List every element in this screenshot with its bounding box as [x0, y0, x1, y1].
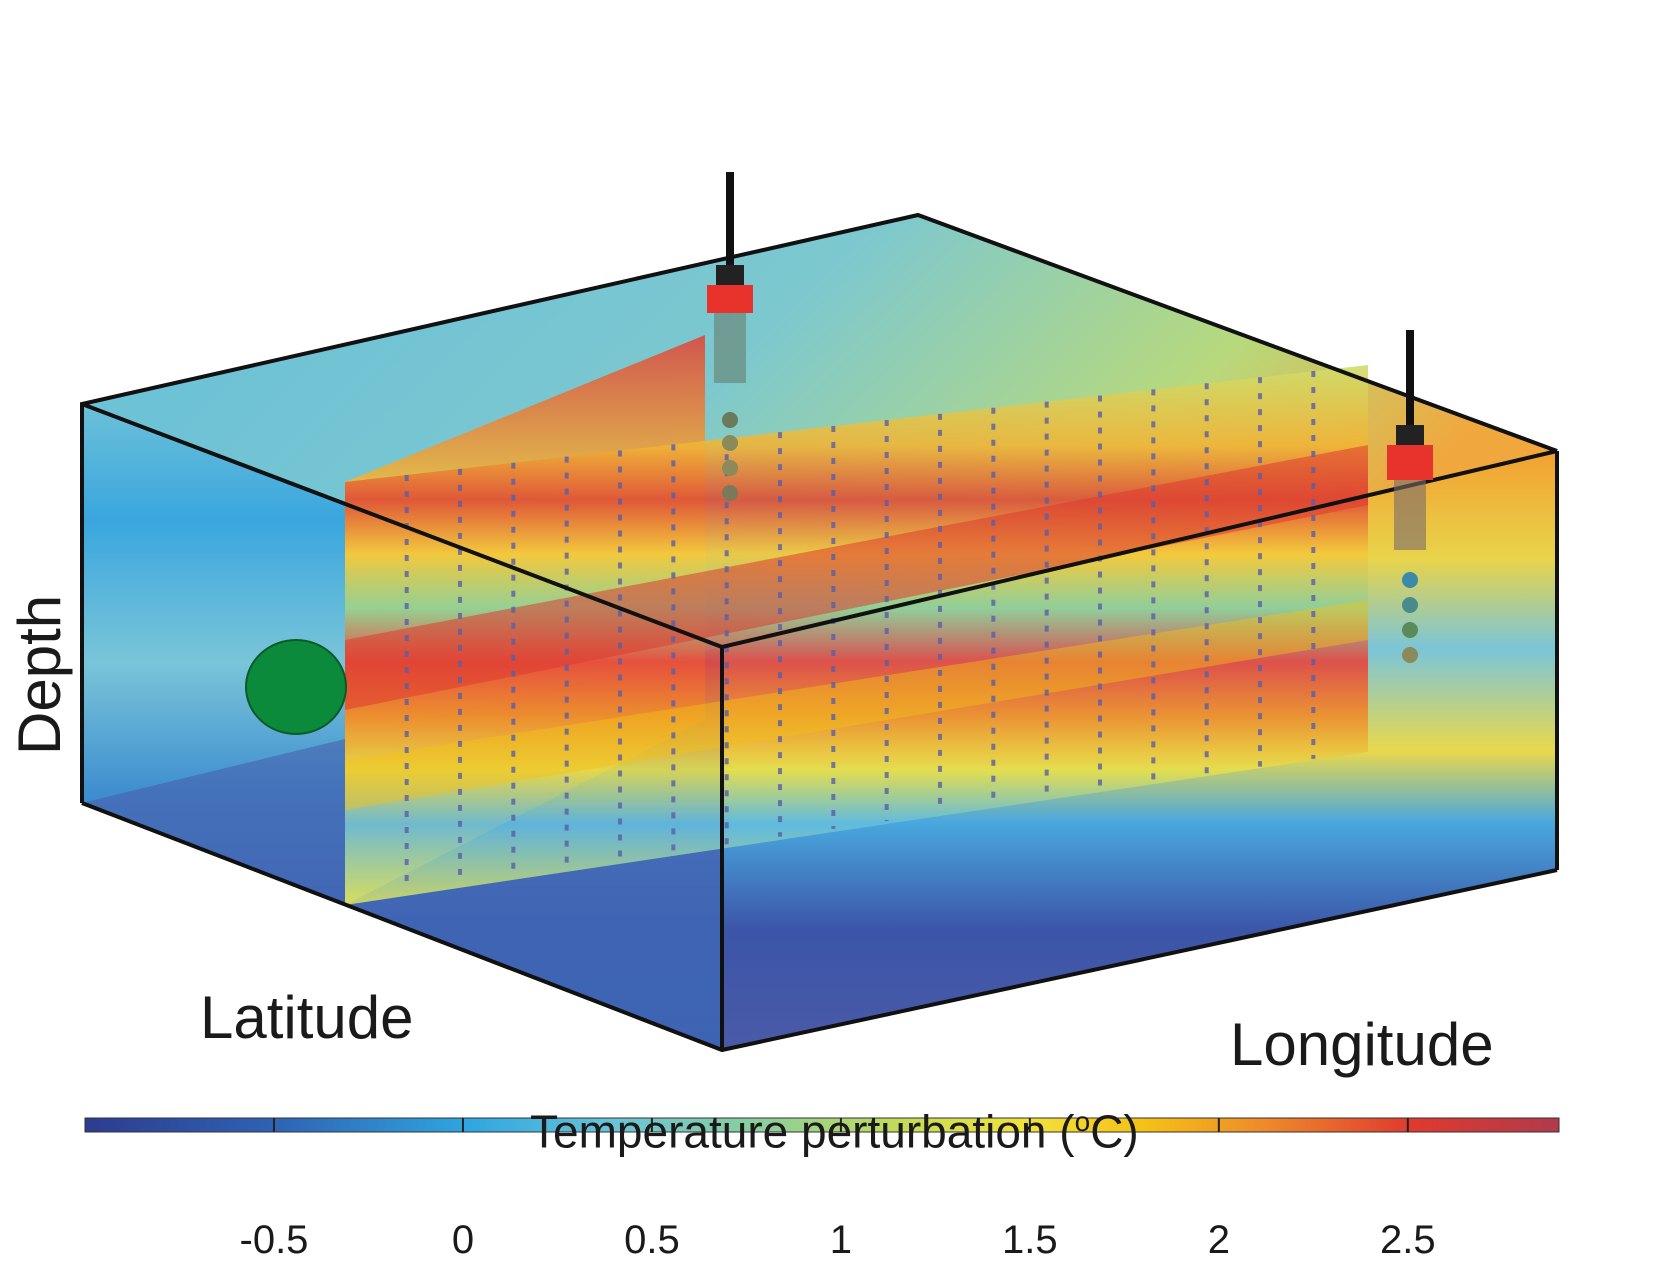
colorbar-tick-label: 1.5 [1002, 1218, 1058, 1262]
longitude-section-plane [345, 365, 1368, 905]
latitude-axis-label: Latitude [200, 984, 414, 1051]
depth-axis-label: Depth [6, 594, 73, 755]
box-edges [80, 212, 1559, 1053]
colorbar-tick-label: 1 [829, 1218, 853, 1262]
colorbar [84, 1117, 1560, 1133]
colorbar-title: Temperature perturbation (oC) [530, 1105, 1139, 1158]
colorbar-tick-label: 0.5 [624, 1218, 680, 1262]
buoy-mooring-right [1387, 330, 1433, 663]
green-marker [245, 639, 347, 735]
colorbar-tick-label: -0.5 [239, 1218, 309, 1262]
longitude-axis-label: Longitude [1230, 1011, 1494, 1078]
buoy-mooring-left [707, 172, 753, 501]
colorbar-ticks [272, 1118, 1409, 1132]
colorbar-tick-label: 2 [1207, 1218, 1230, 1262]
colorbar-tick-label: 2.5 [1380, 1218, 1436, 1262]
colorbar-tick-label: 0 [451, 1218, 475, 1262]
